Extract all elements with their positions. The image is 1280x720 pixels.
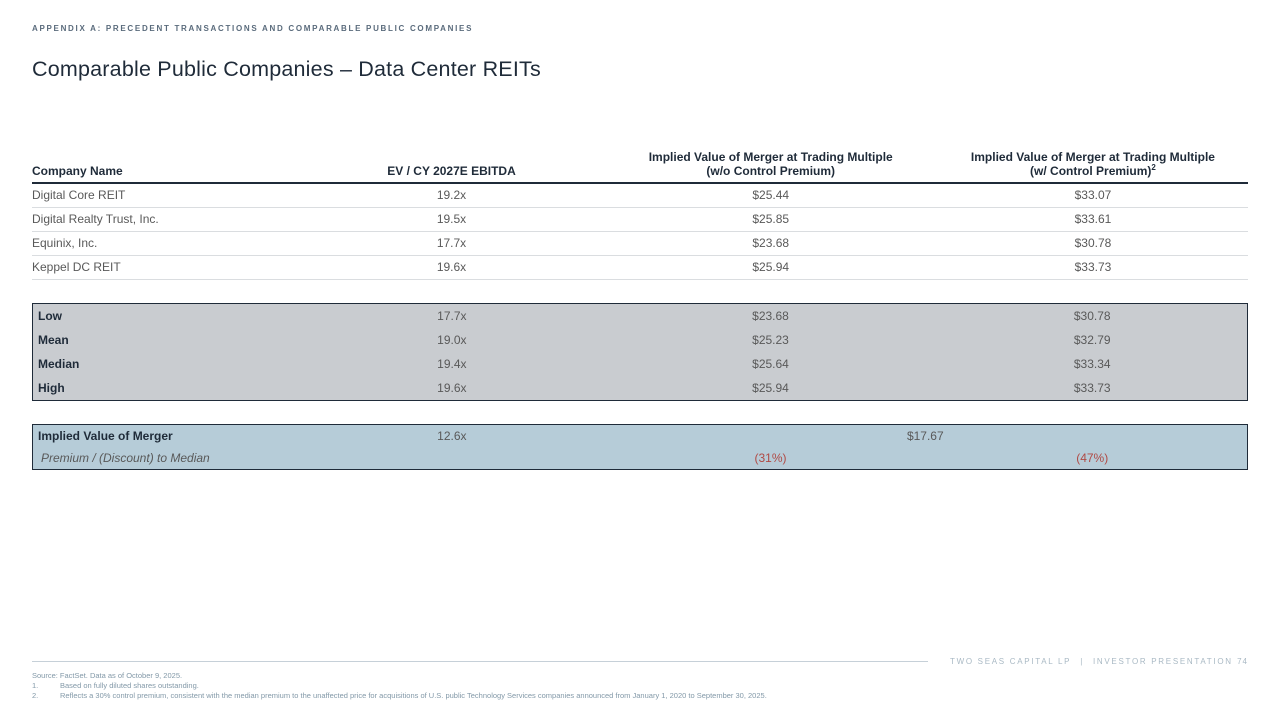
ebitda-multiple: 19.2x [299, 183, 604, 208]
ebitda-multiple: 17.7x [299, 231, 604, 256]
footnote-text: Based on fully diluted shares outstandin… [60, 680, 199, 690]
premium-discount-row: Premium / (Discount) to Median (31%) (47… [33, 447, 1247, 469]
stats-row: Median 19.4x $25.64 $33.34 [33, 352, 1247, 376]
ebitda-multiple: 19.5x [299, 207, 604, 232]
stat-ebitda: 19.0x [437, 332, 467, 347]
table-row: Digital Realty Trust, Inc. 19.5x $25.85 … [32, 207, 1248, 232]
stat-label: Median [38, 356, 80, 371]
stat-wo-premium: $23.68 [752, 308, 789, 323]
stat-w-premium: $33.34 [1073, 356, 1111, 371]
source-note: Source: FactSet. Data as of October 9, 2… [32, 671, 183, 680]
ebitda-multiple: 19.6x [299, 255, 604, 280]
value-wo-premium: $25.44 [603, 183, 938, 208]
footnote-item: 1. Based on fully diluted shares outstan… [32, 681, 1032, 691]
premium-w: (47%) [1076, 450, 1109, 465]
col-header-ebitda: EV / CY 2027E EBITDA [299, 148, 604, 184]
stat-wo-premium: $25.94 [752, 380, 789, 395]
footnote-number: 1. [32, 680, 39, 690]
value-wo-premium: $23.68 [603, 231, 938, 256]
footer-divider-line [32, 660, 928, 662]
value-wo-premium: $25.94 [603, 255, 938, 280]
company-name: Keppel DC REIT [32, 255, 300, 280]
table-row: Digital Core REIT 19.2x $25.44 $33.07 [32, 183, 1248, 208]
stat-w-premium: $30.78 [1073, 308, 1111, 323]
table-row: Equinix, Inc. 17.7x $23.68 $30.78 [32, 231, 1248, 256]
footnote-item: 2. Reflects a 30% control premium, consi… [32, 691, 1032, 701]
implied-value-label: Implied Value of Merger [38, 428, 173, 443]
footer-separator: | [1080, 656, 1084, 666]
col-header-w-premium: Implied Value of Merger at Trading Multi… [937, 148, 1248, 184]
footer-brand: TWO SEAS CAPITAL LP [950, 656, 1072, 666]
stat-w-premium: $32.79 [1073, 332, 1111, 347]
stats-row: Mean 19.0x $25.23 $32.79 [33, 328, 1247, 352]
table-header-row: Company Name EV / CY 2027E EBITDA Implie… [32, 148, 1248, 184]
implied-value-table: Implied Value of Merger 12.6x $17.67 Pre… [33, 425, 1247, 469]
footnote-text: Reflects a 30% control premium, consiste… [60, 690, 767, 700]
footnote-ref-2: 2 [1151, 163, 1156, 173]
implied-merger-value: $17.67 [906, 428, 944, 443]
summary-stats-table: Low 17.7x $23.68 $30.78 Mean 19.0x $25.2… [33, 304, 1247, 400]
implied-value-box: Implied Value of Merger 12.6x $17.67 Pre… [32, 423, 1248, 470]
value-w-premium: $30.78 [937, 231, 1248, 256]
footer-branding: TWO SEAS CAPITAL LP | INVESTOR PRESENTAT… [950, 657, 1233, 666]
stat-wo-premium: $25.23 [752, 332, 789, 347]
section-eyebrow: APPENDIX A: PRECEDENT TRANSACTIONS AND C… [32, 24, 474, 33]
comparables-table: Company Name EV / CY 2027E EBITDA Implie… [32, 148, 1248, 280]
company-name: Digital Core REIT [32, 183, 300, 208]
summary-stats-box: Low 17.7x $23.68 $30.78 Mean 19.0x $25.2… [32, 302, 1248, 401]
comparables-table-area: Company Name EV / CY 2027E EBITDA Implie… [32, 148, 1248, 470]
stat-ebitda: 19.4x [437, 356, 467, 371]
value-w-premium: $33.73 [937, 255, 1248, 280]
footnote-number: 2. [32, 690, 39, 700]
stat-ebitda: 17.7x [437, 308, 467, 323]
implied-value-row: Implied Value of Merger 12.6x $17.67 [33, 425, 1247, 447]
stats-row: Low 17.7x $23.68 $30.78 [33, 304, 1247, 328]
stat-label: Mean [38, 332, 69, 347]
page-number: 74 [1237, 656, 1248, 666]
premium-discount-label: Premium / (Discount) to Median [41, 450, 210, 465]
stats-row: High 19.6x $25.94 $33.73 [33, 376, 1247, 400]
company-name: Equinix, Inc. [32, 231, 300, 256]
premium-wo: (31%) [754, 450, 787, 465]
stat-label: High [38, 380, 65, 395]
value-wo-premium: $25.85 [603, 207, 938, 232]
value-w-premium: $33.07 [937, 183, 1248, 208]
stat-w-premium: $33.73 [1073, 380, 1111, 395]
company-name: Digital Realty Trust, Inc. [32, 207, 300, 232]
slide-footer: TWO SEAS CAPITAL LP | INVESTOR PRESENTAT… [32, 654, 1248, 668]
footer-label: INVESTOR PRESENTATION [1093, 656, 1233, 666]
col-header-wo-premium: Implied Value of Merger at Trading Multi… [603, 148, 938, 184]
footnotes-block: Source: FactSet. Data as of October 9, 2… [32, 671, 1032, 700]
implied-ebitda: 12.6x [437, 428, 467, 443]
table-row: Keppel DC REIT 19.6x $25.94 $33.73 [32, 255, 1248, 280]
value-w-premium: $33.61 [937, 207, 1248, 232]
stat-ebitda: 19.6x [437, 380, 467, 395]
page-title: Comparable Public Companies – Data Cente… [32, 57, 541, 81]
empty-cell [300, 447, 604, 469]
stat-label: Low [38, 308, 62, 323]
col-header-company: Company Name [32, 148, 300, 184]
stat-wo-premium: $25.64 [752, 356, 789, 371]
